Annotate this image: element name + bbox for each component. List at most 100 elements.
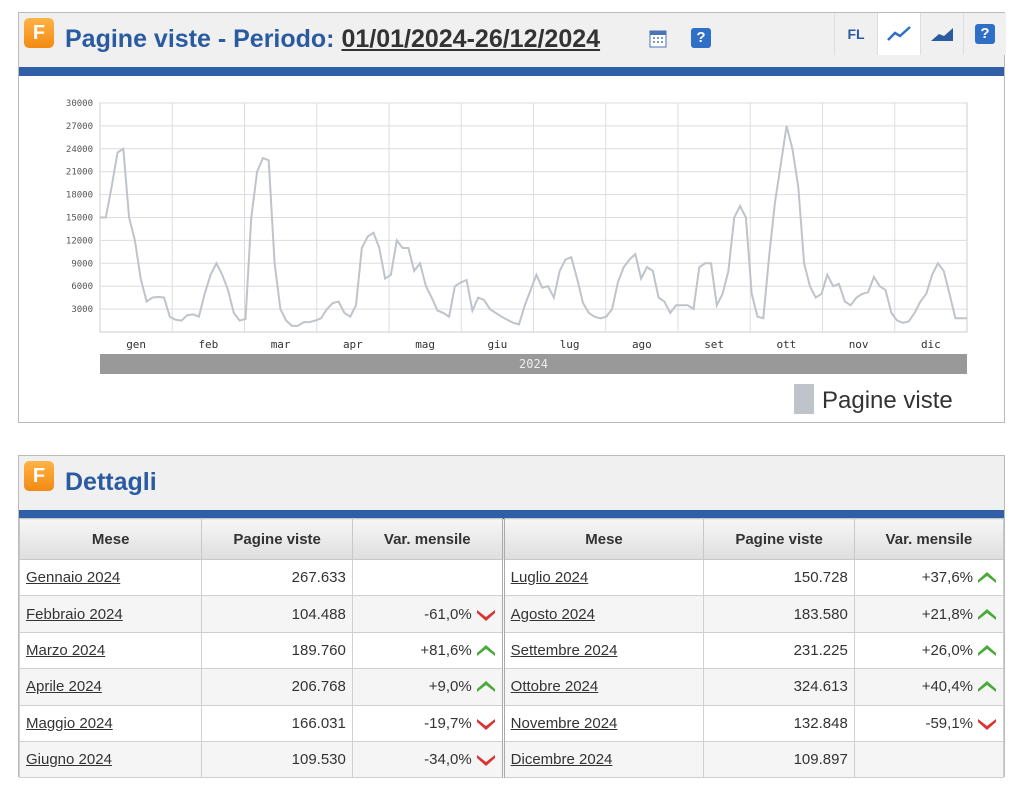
table-cell: Maggio 2024 [18,704,203,742]
y-tick-label: 15000 [66,214,93,224]
table-row: Maggio 2024 166.031 -19,7% Novembre 2024 132… [18,704,1005,742]
table-cell: -34,0% [351,740,504,779]
y-tick-label: 12000 [66,236,93,246]
table-cell: 104.488 [201,595,353,633]
table-cell: -19,7% [351,704,504,742]
monthly-variation: +26,0% [921,641,973,659]
table-cell [351,558,504,597]
page-views: 104.488 [291,605,346,623]
y-tick-label: 21000 [66,168,93,178]
page-views: 166.031 [291,714,346,732]
month-link[interactable]: Settembre 2024 [510,641,618,659]
month-link[interactable]: Agosto 2024 [510,605,595,623]
table-cell: 109.530 [201,740,353,779]
x-tick-label: mar [271,338,291,351]
month-link[interactable]: Giugno 2024 [26,751,112,769]
x-tick-label: ago [632,338,652,351]
title: Pagine viste - Periodo: 01/01/2024-26/12… [65,25,600,54]
x-tick-label: giu [487,338,507,351]
y-tick-label: 3000 [71,305,93,315]
month-link[interactable]: Maggio 2024 [26,714,113,732]
month-link[interactable]: Gennaio 2024 [26,569,121,587]
x-tick-label: nov [849,338,869,351]
column-header: Pagine viste [201,518,353,560]
column-header: Mese [501,518,705,560]
column-header: Mese [18,518,203,560]
table-cell: Agosto 2024 [501,595,705,633]
page-views: 267.633 [291,569,346,587]
table-cell: Febbraio 2024 [18,595,203,633]
monthly-variation: +9,0% [428,678,472,696]
table-cell: 231.225 [703,631,855,670]
area-button[interactable] [920,13,963,55]
month-link[interactable]: Ottobre 2024 [510,678,599,696]
table-cell: 189.760 [201,631,353,670]
y-tick-label: 27000 [66,122,93,132]
title-text: Pagine viste - Periodo: [65,25,335,53]
x-tick-label: gen [126,338,146,351]
details-header: F Dettagli [19,456,1004,510]
table-cell: Marzo 2024 [18,631,203,670]
help-icon[interactable]: ? [975,23,995,44]
chart: 3000 6000 9000 12000 15000 18000 21000 24000 270… [66,99,968,414]
legend-swatch [794,384,814,414]
blue-bar [19,67,1004,76]
monthly-variation: +40,4% [921,678,973,696]
table-row: Giugno 2024 109.530 -34,0% Dicembre 2024 109… [18,740,1005,779]
page-views: 150.728 [793,569,848,587]
month-link[interactable]: Marzo 2024 [26,641,106,659]
monthly-variation: -34,0% [424,751,472,769]
month-link[interactable]: Novembre 2024 [510,714,618,732]
page-views: 189.760 [291,641,346,659]
x-tick-label: mag [415,338,435,351]
down-arrow [476,718,495,730]
x-tick-label: feb [198,338,218,351]
x-tick-label: lug [560,338,580,351]
table-cell: 166.031 [201,704,353,742]
table-cell: Luglio 2024 [501,558,705,597]
period[interactable]: 01/01/2024-26/12/2024 [341,25,601,53]
down-arrow [476,609,495,621]
y-tick-label: 30000 [66,99,93,109]
table-cell: Settembre 2024 [501,631,705,670]
up-arrow [978,681,996,693]
table-cell: -61,0% [351,595,504,633]
table-cell: Novembre 2024 [501,704,705,742]
table-cell: 132.848 [703,704,855,742]
month-link[interactable]: Luglio 2024 [510,569,589,587]
y-tick-label: 6000 [71,282,93,292]
blue-bar [19,510,1004,519]
column-header: Var. mensile [351,518,504,560]
line [100,125,967,327]
line-button[interactable] [877,13,920,55]
up-arrow [978,645,996,656]
x-tick-label: dic [921,338,941,351]
table-cell: 109.897 [703,740,855,779]
table-cell: Giugno 2024 [18,740,203,779]
y-tick-label: 24000 [66,145,93,155]
help-button[interactable]: ? [963,13,1006,55]
up-arrow [476,645,495,656]
monthly-variation: +37,6% [921,569,973,587]
logo: F [24,18,54,48]
month-link[interactable]: Aprile 2024 [26,678,102,696]
x-tick-label: set [704,338,724,351]
x-tick-label: ott [776,338,796,351]
table-row: Gennaio 2024 267.633 Luglio 2024 150.728 +37… [18,558,1005,597]
fl-button[interactable]: FL [834,13,877,55]
page-views: 109.530 [291,751,346,769]
y-tick-label: 9000 [71,259,93,269]
table-cell: Aprile 2024 [18,668,203,706]
calendar-icon[interactable] [649,28,667,48]
year-label: 2024 [519,357,548,371]
table-cell [853,740,1005,779]
table-row: Aprile 2024 206.768 +9,0% Ottobre 2024 324.6… [18,668,1005,706]
logo: F [24,461,54,491]
month-link[interactable]: Dicembre 2024 [510,751,613,769]
legend-label: Pagine viste [822,387,953,414]
table-cell: +40,4% [853,668,1005,706]
details-table: Mese Pagine viste Var. mensile Mese Pagine v… [18,518,1005,779]
month-link[interactable]: Febbraio 2024 [26,605,123,623]
help-icon[interactable]: ? [691,28,711,48]
page-views: 206.768 [291,678,346,696]
